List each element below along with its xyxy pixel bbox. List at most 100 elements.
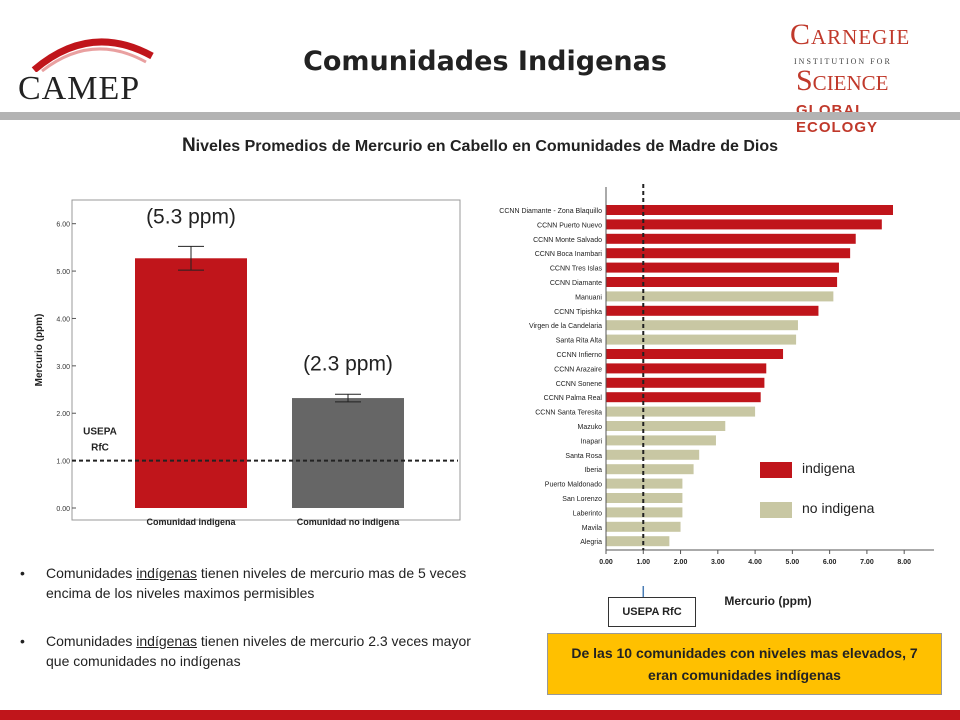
carnegie-logo-line3: Science [796, 64, 889, 97]
right-x-tick-label: 0.00 [599, 559, 613, 566]
community-label: CCNN Sonene [556, 381, 602, 388]
bar-value-label: (2.3 ppm) [303, 353, 393, 376]
bullet-text: Comunidades indígenas tienen niveles de … [46, 631, 486, 671]
left-y-tick-label: 0.00 [56, 506, 70, 513]
footer-bar [0, 710, 960, 720]
bullet-item: • Comunidades indígenas tienen niveles d… [20, 631, 490, 675]
right-x-tick-label: 1.00 [636, 559, 650, 566]
carnegie-logo-line2: INSTITUTION FOR [794, 57, 892, 66]
community-bar [606, 435, 716, 446]
bullet-item: • Comunidades indígenas tienen niveles d… [20, 563, 490, 607]
community-bar [606, 377, 765, 388]
right-x-tick-label: 5.00 [786, 559, 800, 566]
community-bar [606, 291, 834, 302]
community-label: CCNN Palma Real [544, 395, 603, 402]
usepa-label-line1: USEPA [83, 427, 117, 438]
chart-subtitle: Niveles Promedios de Mercurio en Cabello… [60, 135, 900, 157]
community-bar [606, 421, 726, 431]
right-x-tick-label: 3.00 [711, 559, 725, 566]
community-bar [606, 205, 893, 215]
subtitle-rest: iveles Promedios de Mercurio en Cabello … [195, 138, 779, 155]
right-x-tick-label: 6.00 [823, 559, 837, 566]
community-label: Virgen de la Candelaria [529, 323, 602, 330]
right-x-axis-label: Mercurio (ppm) [724, 594, 811, 608]
bar-no-indigena [292, 398, 404, 508]
community-label: Manuani [575, 294, 602, 301]
community-label: Santa Rita Alta [556, 338, 602, 345]
community-bar [606, 262, 839, 273]
community-bar [606, 320, 798, 331]
carnegie-logo-line1: Carnegie [790, 18, 911, 51]
bullet-text: Comunidades indígenas tienen niveles de … [46, 563, 486, 603]
mean-mercury-bar-chart: 0.00 1.00 2.00 3.00 4.00 5.00 6.00 Comunidad i… [30, 190, 465, 535]
right-x-tick-label: 2.00 [674, 559, 688, 566]
callout-text: De las 10 comunidades con niveles mas el… [571, 645, 918, 683]
bar-indigena [135, 258, 247, 508]
community-bar [606, 478, 683, 489]
camep-logo-text: CAMEP [18, 70, 141, 107]
camep-arc-icon [31, 38, 154, 72]
left-y-tick-label: 2.00 [56, 411, 70, 418]
community-label: San Lorenzo [562, 496, 602, 503]
community-bar [606, 536, 670, 547]
usepa-rfc-label-box: USEPA RfC [608, 597, 696, 627]
left-y-tick-label: 6.00 [56, 222, 70, 229]
legend-label-indigena: indigena [802, 460, 855, 476]
slide-title: Comunidades Indigenas [303, 46, 667, 77]
bullet-icon: • [20, 565, 25, 581]
community-label: Laberinto [573, 510, 602, 517]
community-bar [606, 334, 797, 345]
community-label: Inapari [581, 438, 603, 445]
right-x-tick-label: 8.00 [897, 559, 911, 566]
legend-label-no-indigena: no indigena [802, 500, 875, 516]
community-bar [606, 349, 784, 359]
right-x-tick-label: 4.00 [748, 559, 762, 566]
legend-swatch-no-indigena [760, 502, 792, 518]
community-label: Mavila [582, 525, 602, 532]
community-mercury-bar-chart: CCNN Diamante - Zona Blaquillo CCNN Puert… [499, 184, 934, 608]
community-label: CCNN Boca Inambari [535, 251, 603, 258]
community-bar [606, 363, 767, 374]
community-bar [606, 277, 838, 287]
bullet-text-underlined: indígenas [136, 633, 197, 649]
community-bar [606, 305, 819, 316]
community-bar [606, 449, 700, 460]
left-chart-frame [71, 199, 461, 521]
community-label: CCNN Santa Teresita [535, 410, 602, 417]
community-bar [606, 521, 681, 532]
community-bar [606, 392, 761, 403]
bullet-text-pre: Comunidades [46, 633, 137, 649]
community-label: CCNN Monte Salvado [533, 237, 602, 244]
bullet-icon: • [20, 633, 25, 649]
usepa-label-line2: RfC [91, 443, 109, 454]
bullet-text-pre: Comunidades [46, 565, 137, 581]
legend-swatch-indigena [760, 462, 792, 478]
bullet-text-underlined: indígenas [136, 565, 197, 581]
community-bar [606, 406, 756, 417]
community-bar [606, 233, 856, 244]
community-label: Puerto Maldonado [545, 482, 602, 489]
carnegie-logo: Carnegie INSTITUTION FOR Science GLOBAL … [790, 18, 950, 136]
left-x-tick-label: Comunidad indigena [147, 517, 237, 527]
community-bar [606, 507, 683, 518]
subtitle-initial: N [181, 135, 196, 156]
title-divider [0, 112, 960, 120]
community-label: Iberia [584, 467, 602, 474]
bullet-text-post: tienen niveles de mercurio mas de 5 vece… [46, 565, 467, 601]
left-y-tick-label: 4.00 [56, 316, 70, 323]
right-x-tick-label: 7.00 [860, 559, 874, 566]
community-label: Santa Rosa [565, 453, 602, 460]
bar-value-label: (5.3 ppm) [146, 206, 236, 229]
community-bar [606, 219, 882, 230]
community-bar [606, 464, 694, 475]
community-label: Mazuko [577, 424, 602, 431]
left-y-tick-label: 5.00 [56, 269, 70, 276]
community-label: CCNN Infierno [556, 352, 602, 359]
community-label: Alegria [580, 539, 602, 546]
community-label: CCNN Tres Islas [550, 266, 603, 273]
camep-logo: CAMEP [18, 22, 158, 107]
community-bar [606, 493, 683, 503]
callout-box: De las 10 comunidades con niveles mas el… [547, 633, 942, 695]
community-label: CCNN Arazaire [554, 366, 602, 373]
community-label: CCNN Puerto Nuevo [537, 222, 602, 229]
